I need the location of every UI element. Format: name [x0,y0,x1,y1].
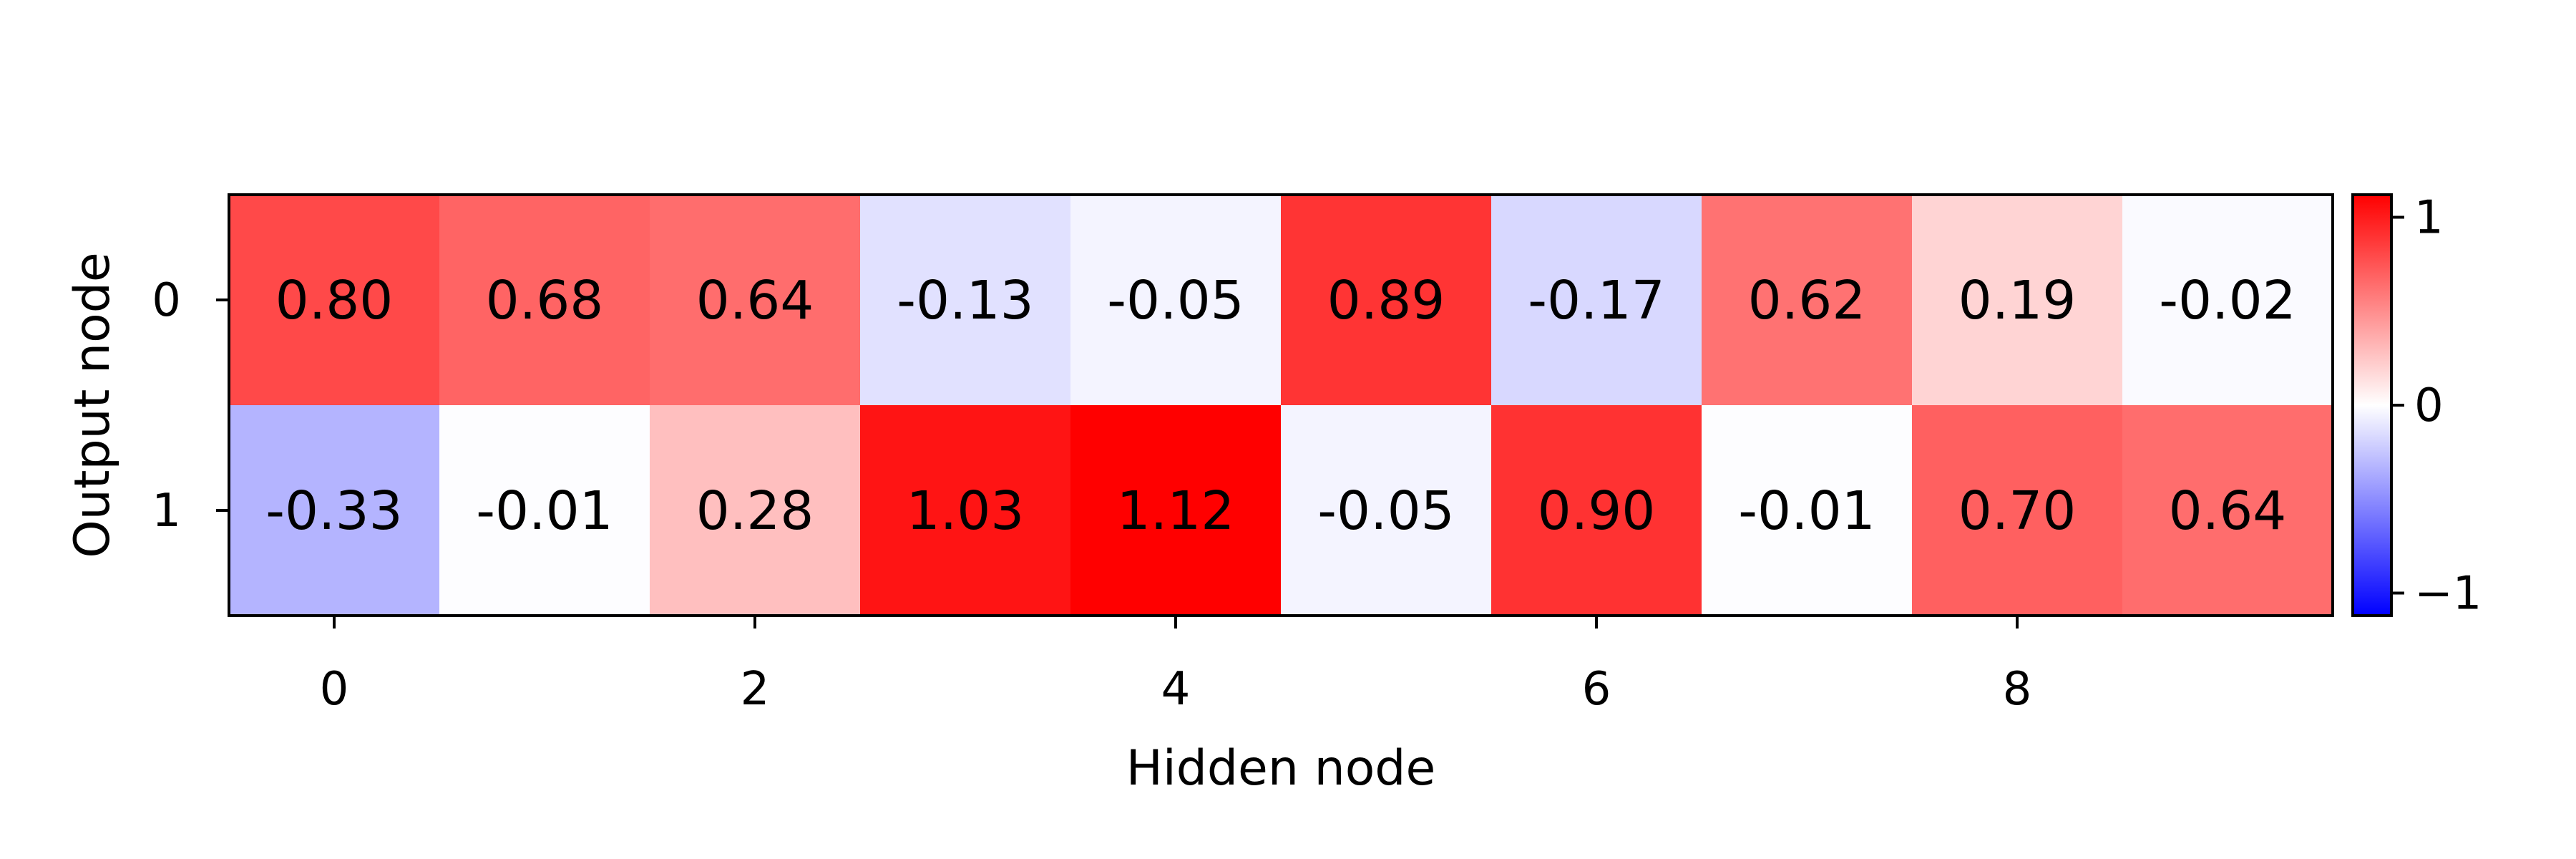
heatmap-cell-r1-c9 [2122,405,2333,616]
heatmap-cell-r0-c4 [1070,195,1281,405]
cell-label-r0-c8: 0.19 [1958,270,2077,331]
heatmap-cell-r0-c9 [2122,195,2333,405]
cell-label-r1-c4: 1.12 [1117,480,1235,542]
cell-label-r0-c3: -0.13 [897,270,1033,331]
cell-label-r1-c1: -0.01 [476,480,613,542]
x-tick-label-6: 6 [1582,663,1611,716]
cell-label-r1-c8: 0.70 [1958,480,2077,542]
heatmap-cell-r1-c4 [1070,405,1281,616]
heatmap-cells [229,195,2333,616]
heatmap-cell-r1-c8 [1912,405,2122,616]
heatmap-cell-r0-c1 [439,195,650,405]
cell-label-r0-c0: 0.80 [275,270,394,331]
heatmap-cell-r1-c2 [650,405,860,616]
cell-label-r1-c3: 1.03 [907,480,1025,542]
x-tick-label-4: 4 [1161,663,1191,716]
heatmap-cell-r1-c6 [1491,405,1702,616]
heatmap-cell-r1-c7 [1702,405,1912,616]
cell-label-r0-c5: 0.89 [1327,270,1445,331]
heatmap-cell-r1-c3 [860,405,1070,616]
x-tick-label-8: 8 [2003,663,2032,716]
cell-label-r1-c7: -0.01 [1738,480,1875,542]
cell-label-r0-c7: 0.62 [1748,270,1866,331]
heatmap-cell-r0-c3 [860,195,1070,405]
x-tick-label-0: 0 [320,663,349,716]
colorbar-tick-label-0: 1 [2414,192,2444,245]
y-axis-ticks: 01 [152,274,229,538]
heatmap-cell-r0-c0 [229,195,439,405]
heatmap-cell-r1-c5 [1281,405,1491,616]
colorbar-ticks: 1 0 −1 [2391,192,2482,621]
x-tick-label-2: 2 [741,663,770,716]
cell-label-r0-c6: -0.17 [1528,270,1664,331]
heatmap-cell-r0-c5 [1281,195,1491,405]
colorbar-tick-label-1: 0 [2414,379,2444,432]
heatmap-frame [228,193,2334,617]
x-axis-label: Hidden node [1126,740,1436,797]
cell-label-r1-c6: 0.90 [1538,480,1656,542]
cell-label-r0-c2: 0.64 [696,270,814,331]
cell-label-r1-c5: -0.05 [1317,480,1454,542]
colorbar-tick-label-2: −1 [2414,568,2482,621]
y-axis-label: Output node [64,252,121,558]
heatmap-cell-r0-c7 [1702,195,1912,405]
heatmap-cell-r1-c1 [439,405,650,616]
cell-label-r1-c9: 0.64 [2169,480,2287,542]
cell-label-r0-c4: -0.05 [1107,270,1244,331]
heatmap-cell-r1-c0 [229,405,439,616]
heatmap-cell-r0-c6 [1491,195,1702,405]
cell-label-r1-c0: -0.33 [265,480,402,542]
colorbar [2351,193,2393,617]
cell-label-r0-c9: -0.02 [2159,270,2296,331]
x-axis-ticks: 0 2 4 6 8 [320,616,2032,716]
heatmap-cell-r0-c2 [650,195,860,405]
heatmap-cell-r0-c8 [1912,195,2122,405]
y-tick-label-1: 1 [152,485,181,538]
cell-label-r1-c2: 0.28 [696,480,814,542]
cell-label-r0-c1: 0.68 [486,270,604,331]
y-tick-label-0: 0 [152,274,181,327]
cell-labels: 0.80 0.68 0.64 -0.13 -0.05 0.89 -0.17 0.62 0.19 -… [265,270,2296,542]
